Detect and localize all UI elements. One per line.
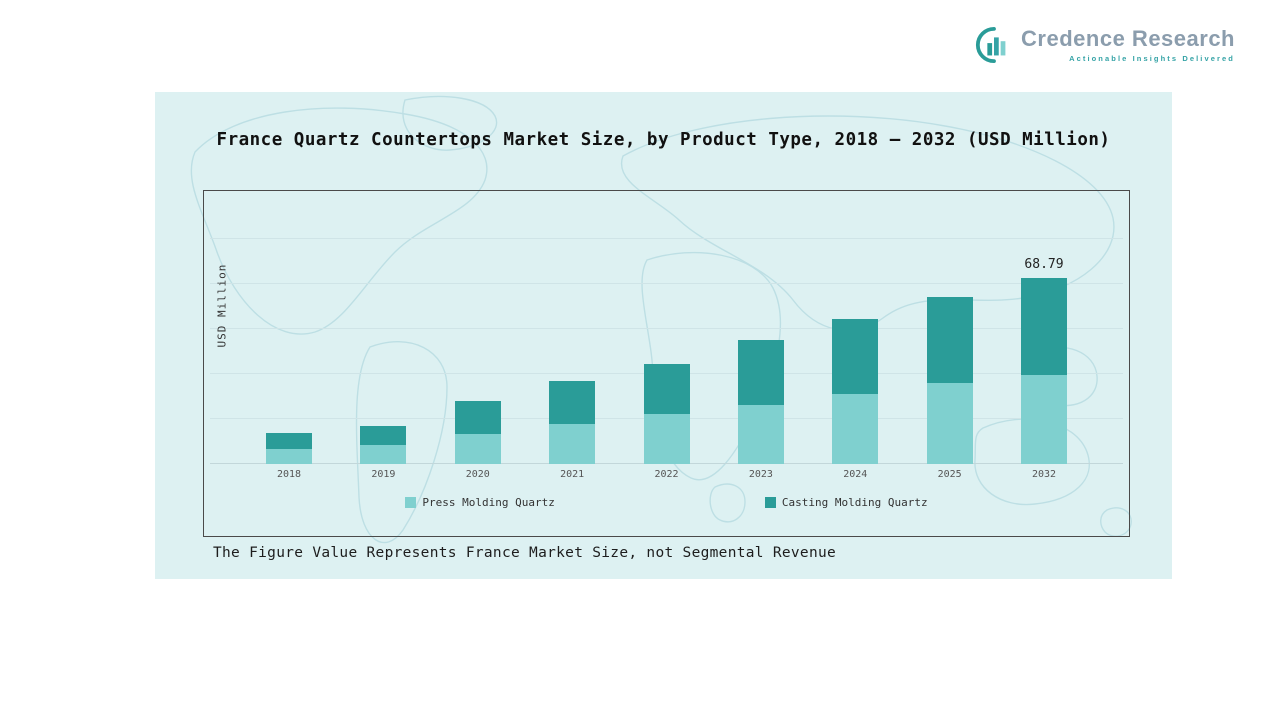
bar-column: 68.79 2032 — [1021, 219, 1067, 484]
bar-column: 2021 — [549, 219, 596, 484]
bar-segment-casting-molding-quartz — [266, 432, 312, 450]
legend-item: Press Molding Quartz — [405, 496, 555, 509]
stacked-bar — [360, 426, 407, 464]
legend: Press Molding Quartz Casting Molding Quar… — [204, 496, 1129, 509]
chart-footnote: The Figure Value Represents France Marke… — [213, 545, 837, 561]
x-axis-tick-label: 2018 — [276, 469, 302, 480]
bar-segment-casting-molding-quartz — [832, 319, 879, 395]
legend-item: Casting Molding Quartz — [764, 496, 928, 509]
stacked-bar — [737, 340, 784, 464]
logo-bar-chart-icon — [976, 26, 1006, 64]
stacked-bar — [454, 401, 501, 464]
bar-column: 2019 — [360, 219, 407, 484]
bar-column: 2018 — [266, 219, 312, 484]
bar-plot: 2018 2019 2020 2021 2022 2023 2024 2025 68.79 203… — [204, 219, 1129, 484]
stacked-bar — [549, 381, 596, 464]
chart-title: France Quartz Countertops Market Size, b… — [216, 130, 1111, 150]
chart-panel: France Quartz Countertops Market Size, b… — [155, 92, 1172, 579]
x-axis-tick-label: 2019 — [371, 469, 396, 480]
bar-column: 2024 — [832, 219, 879, 484]
bar-segment-press-molding-quartz — [643, 414, 690, 464]
stacked-bar — [266, 432, 312, 464]
legend-swatch — [405, 497, 417, 508]
bar-segment-press-molding-quartz — [549, 423, 596, 464]
bar-segment-casting-molding-quartz — [737, 340, 784, 406]
bar-column: 2023 — [737, 219, 784, 484]
stacked-bar — [643, 363, 690, 464]
bar-segment-casting-molding-quartz — [926, 297, 973, 383]
stacked-bar — [832, 319, 879, 464]
stacked-bar — [1021, 278, 1067, 464]
brand-name: Credence Research — [1021, 26, 1235, 52]
x-axis-tick-label: 2023 — [748, 469, 773, 480]
x-axis-tick-label: 2020 — [465, 469, 490, 480]
bar-segment-casting-molding-quartz — [549, 381, 596, 424]
bar-column: 2020 — [454, 219, 501, 484]
bar-column: 2022 — [643, 219, 690, 484]
bar-segment-press-molding-quartz — [832, 394, 879, 464]
brand-logo: Credence Research Actionable Insights De… — [975, 26, 1235, 64]
bar-segment-press-molding-quartz — [266, 449, 312, 464]
x-axis-tick-label: 2025 — [937, 469, 962, 480]
bar-segment-press-molding-quartz — [454, 434, 501, 464]
x-axis-tick-label: 2021 — [560, 469, 585, 480]
bar-segment-press-molding-quartz — [360, 445, 407, 464]
bar-segment-press-molding-quartz — [926, 383, 973, 464]
brand-tagline: Actionable Insights Delivered — [1069, 53, 1235, 63]
chart-area: USD Million 2018 2019 2020 2021 2022 2023 2024… — [203, 190, 1130, 537]
bar-segment-casting-molding-quartz — [1021, 278, 1067, 376]
bar-column: 2025 — [926, 219, 973, 484]
bar-segment-casting-molding-quartz — [643, 363, 690, 415]
stacked-bar — [926, 297, 973, 464]
legend-label: Press Molding Quartz — [422, 496, 555, 509]
bar-segment-casting-molding-quartz — [360, 426, 407, 446]
x-axis-tick-label: 2024 — [843, 469, 868, 480]
x-axis-tick-label: 2022 — [654, 469, 679, 480]
brand-texts: Credence Research Actionable Insights De… — [1021, 26, 1235, 63]
legend-swatch — [764, 497, 776, 508]
legend-label: Casting Molding Quartz — [781, 496, 928, 509]
bar-segment-casting-molding-quartz — [454, 401, 501, 435]
x-axis-tick-label: 2032 — [1031, 469, 1057, 480]
bar-segment-press-molding-quartz — [737, 405, 784, 464]
bar-segment-press-molding-quartz — [1021, 375, 1067, 464]
bar-value-label: 68.79 — [1024, 257, 1064, 273]
